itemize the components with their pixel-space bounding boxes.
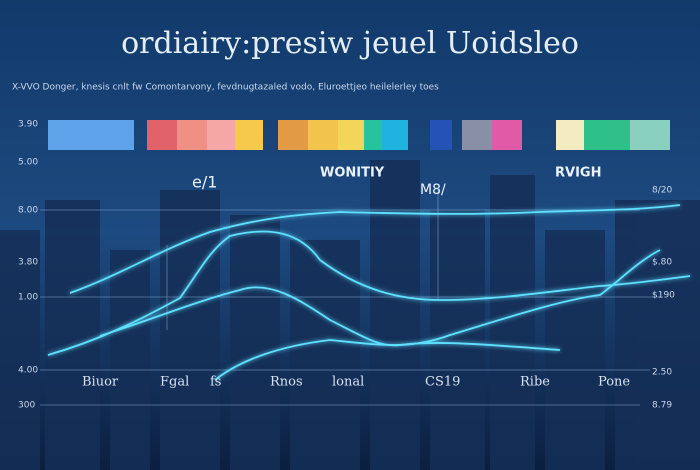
- chart-label: WONITIY: [320, 166, 385, 181]
- left-label: 8.00: [18, 206, 38, 216]
- bottom-label: Rnos: [270, 375, 303, 390]
- chart-label: M8/: [420, 182, 446, 198]
- bottom-label: lonal: [332, 375, 364, 390]
- left-label: 4.00: [18, 366, 38, 376]
- bottom-label: Biuor: [82, 375, 119, 390]
- left-label: 1.00: [18, 293, 38, 303]
- left-label: 5.00: [18, 158, 38, 168]
- left-label: 3.80: [18, 258, 38, 268]
- right-label: 2.50: [652, 368, 672, 378]
- left-label: 300: [18, 401, 35, 411]
- right-label: $190: [652, 291, 675, 301]
- title: ordiairy:presiw jeuel Uoidsleo: [121, 26, 579, 61]
- bottom-label: Fgal: [160, 375, 189, 390]
- city-silhouette: [0, 160, 700, 470]
- right-label: 8/20: [652, 186, 672, 196]
- bottom-label: fs: [210, 375, 221, 390]
- bottom-label: CS19: [425, 375, 460, 390]
- subtitle: X-VVO Donger, knesis cnlt fw Comontarvon…: [12, 83, 439, 93]
- chart-label: RVIGH: [555, 166, 601, 181]
- bottom-label: Pone: [598, 375, 630, 390]
- grid: [40, 190, 660, 406]
- swatches: [48, 120, 670, 150]
- right-label: 8.79: [652, 401, 672, 411]
- right-label: $.80: [652, 258, 672, 268]
- chart-label: e/1: [192, 173, 217, 192]
- bottom-label: Ribe: [520, 375, 550, 390]
- trend-lines: [47, 204, 691, 381]
- left-label: 3.90: [18, 120, 38, 130]
